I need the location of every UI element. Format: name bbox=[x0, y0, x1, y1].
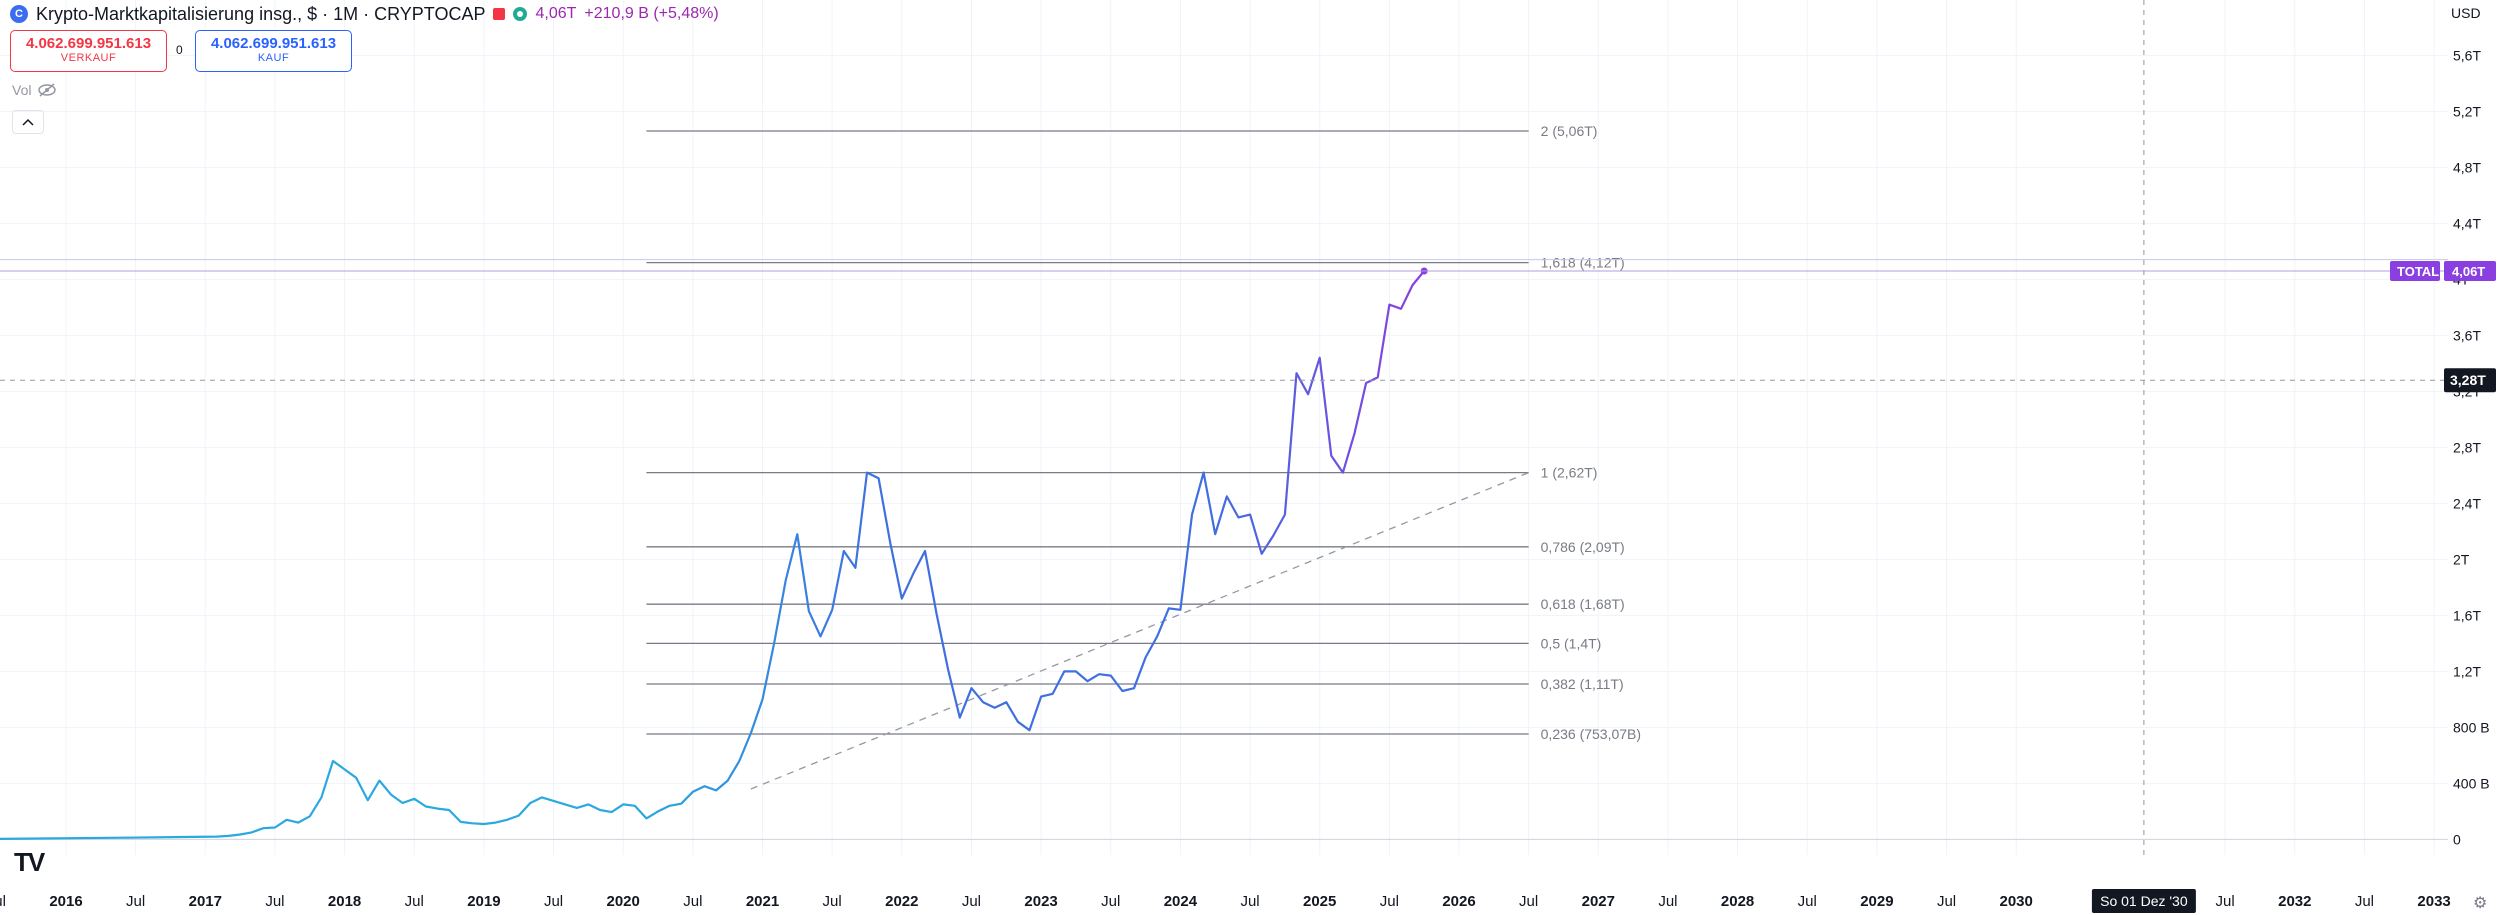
fib-level-label: 1 (2,62T) bbox=[1541, 465, 1598, 481]
tradingview-logo[interactable]: TV bbox=[14, 847, 45, 877]
time-tick-label: 2028 bbox=[1721, 893, 1754, 910]
trend-line[interactable] bbox=[750, 471, 1529, 790]
time-tick-label: Jul bbox=[2216, 893, 2235, 910]
market-status-icon bbox=[513, 7, 528, 21]
time-tick-label: Jul bbox=[265, 893, 284, 910]
time-tick-label: Jul bbox=[683, 893, 702, 910]
time-tick-label: 2023 bbox=[1024, 893, 1057, 910]
last-value-badge bbox=[2444, 261, 2496, 281]
sell-price: 4.062.699.951.613 bbox=[25, 35, 152, 52]
time-tick-label: 2020 bbox=[607, 893, 640, 910]
chevron-up-icon bbox=[22, 118, 34, 126]
time-tick-label: 2027 bbox=[1582, 893, 1615, 910]
price-tick-label: 2,8T bbox=[2453, 439, 2481, 455]
time-tick-label: Jul bbox=[962, 893, 981, 910]
time-tick-label: 2030 bbox=[2000, 893, 2033, 910]
sell-label: VERKAUF bbox=[60, 52, 117, 64]
fib-level-label: 0,786 (2,09T) bbox=[1541, 539, 1625, 555]
price-tick-label: 4,4T bbox=[2453, 215, 2481, 231]
buy-label: KAUF bbox=[257, 52, 290, 64]
price-tick-label: 0 bbox=[2453, 831, 2461, 847]
time-tick-label: Jul bbox=[1798, 893, 1817, 910]
price-tick-label: 4,8T bbox=[2453, 159, 2481, 175]
price-tick-label: 3,6T bbox=[2453, 327, 2481, 343]
price-tick-label: 800 B bbox=[2453, 719, 2490, 735]
currency-label: USD bbox=[2451, 5, 2481, 21]
last-value: 4,06T bbox=[535, 5, 577, 22]
spread-value: 0 bbox=[176, 43, 183, 57]
time-tick-label: Jul bbox=[1380, 893, 1399, 910]
time-tick-label: Jul bbox=[2355, 893, 2374, 910]
symbol-title[interactable]: Krypto-Marktkapitalisierung insg., $ · 1… bbox=[36, 3, 486, 24]
volume-indicator[interactable]: Vol bbox=[12, 82, 57, 98]
series-name-label: TOTAL bbox=[2397, 264, 2439, 279]
price-tick-label: 2T bbox=[2453, 551, 2470, 567]
buy-price: 4.062.699.951.613 bbox=[210, 35, 337, 52]
crypto-logo-icon: C bbox=[10, 5, 28, 23]
time-axis[interactable]: Jul 2016 Jul 2017 Jul 2018 Jul 2019 Jul 2020 Jul 20… bbox=[0, 889, 2451, 913]
time-tick-label: 2019 bbox=[467, 893, 500, 910]
time-tick-label: Jul bbox=[823, 893, 842, 910]
volume-label: Vol bbox=[12, 82, 32, 98]
time-tick-label: 2029 bbox=[1860, 893, 1893, 910]
price-tick-label: 5,2T bbox=[2453, 103, 2481, 119]
price-tick-label: 5,6T bbox=[2453, 47, 2481, 63]
fib-level-label: 0,236 (753,07B) bbox=[1541, 726, 1641, 742]
eye-hidden-icon[interactable] bbox=[37, 83, 57, 97]
fib-level-label: 0,5 (1,4T) bbox=[1541, 635, 1602, 651]
time-tick-label: Jul bbox=[1937, 893, 1956, 910]
time-tick-label: Jul bbox=[126, 893, 145, 910]
time-tick-label: 2017 bbox=[189, 893, 222, 910]
time-tick-label: 2025 bbox=[1303, 893, 1336, 910]
sell-button[interactable]: 4.062.699.951.613 VERKAUF bbox=[10, 30, 167, 72]
change-value: +210,9 B (+5,48%) bbox=[584, 5, 719, 22]
crosshair-date-label: So 01 Dez '30 bbox=[2100, 893, 2188, 909]
fib-level-label: 0,382 (1,11T) bbox=[1541, 676, 1624, 692]
time-tick-label: Jul bbox=[1240, 893, 1259, 910]
series-line-total[interactable] bbox=[0, 270, 1426, 840]
time-tick-label: Jul bbox=[0, 893, 6, 910]
time-tick-label: 2021 bbox=[746, 893, 779, 910]
price-tick-label: 1,6T bbox=[2453, 607, 2481, 623]
time-tick-label: Jul bbox=[1101, 893, 1120, 910]
flag-icon bbox=[493, 8, 506, 20]
last-value-label: 4,06T bbox=[2452, 264, 2485, 279]
price-tick-label: 1,2T bbox=[2453, 663, 2481, 679]
time-tick-label: 2026 bbox=[1442, 893, 1475, 910]
fib-level-label: 0,618 (1,68T) bbox=[1541, 596, 1625, 612]
fib-level-label: 1,618 (4,12T) bbox=[1541, 255, 1625, 271]
series-name-badge bbox=[2390, 261, 2440, 281]
time-tick-label: 2032 bbox=[2278, 893, 2311, 910]
symbol-header: C Krypto-Marktkapitalisierung insg., $ ·… bbox=[10, 2, 719, 26]
time-tick-label: Jul bbox=[1519, 893, 1538, 910]
time-tick-label: 2016 bbox=[49, 893, 82, 910]
crosshair-price-badge bbox=[2444, 368, 2496, 393]
price-tick-label: 2,4T bbox=[2453, 495, 2481, 511]
crosshair-date-badge bbox=[2091, 889, 2196, 913]
time-tick-label: Jul bbox=[1658, 893, 1677, 910]
buy-button[interactable]: 4.062.699.951.613 KAUF bbox=[195, 30, 352, 72]
crosshair-price-label: 3,28T bbox=[2450, 372, 2486, 388]
time-tick-label: Jul bbox=[544, 893, 563, 910]
time-tick-label: 2022 bbox=[885, 893, 918, 910]
time-tick-label: 2018 bbox=[328, 893, 361, 910]
gear-icon[interactable]: ⚙ bbox=[2473, 895, 2488, 912]
time-tick-label: 2024 bbox=[1164, 893, 1198, 910]
price-tick-label: 400 B bbox=[2453, 775, 2490, 791]
fib-level-label: 2 (5,06T) bbox=[1541, 123, 1598, 139]
time-tick-label: Jul bbox=[405, 893, 424, 910]
time-tick-label: 2033 bbox=[2417, 893, 2450, 910]
price-axis-bg bbox=[2448, 0, 2500, 915]
collapse-legend-button[interactable] bbox=[12, 110, 44, 134]
